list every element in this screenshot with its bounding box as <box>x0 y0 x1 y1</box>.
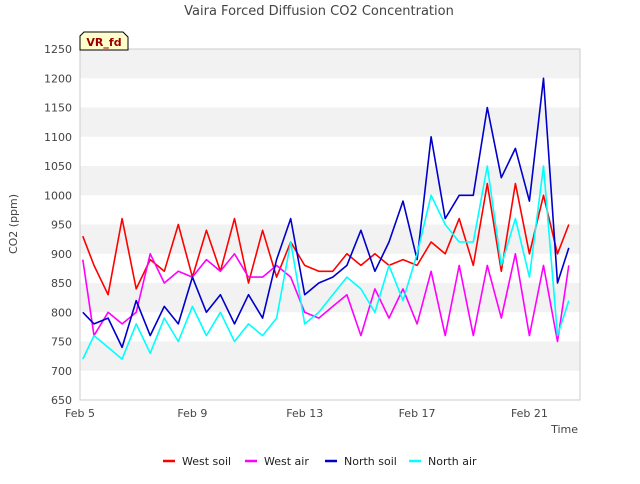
x-tick-label: Feb 17 <box>399 407 436 420</box>
x-tick-label: Feb 9 <box>177 407 207 420</box>
legend-label: North soil <box>344 455 397 468</box>
series-line-west-air <box>82 253 570 343</box>
y-tick-labels: 650 700 750 800 850 900 950 1000 1050 1100 1150 120… <box>44 43 72 407</box>
series-line-west-soil <box>82 182 570 296</box>
legend-label: West air <box>264 455 309 468</box>
y-tick-label: 1150 <box>44 102 72 115</box>
y-tick-label: 800 <box>51 306 72 319</box>
y-tick-label: 950 <box>51 219 72 232</box>
x-axis-label: Time <box>550 423 578 436</box>
chart-title: Vaira Forced Diffusion CO2 Concentration <box>184 4 454 19</box>
y-tick-label: 1100 <box>44 131 72 144</box>
x-tick-labels: Feb 5 Feb 9 Feb 13 Feb 17 Feb 21 <box>65 407 548 420</box>
grid-band <box>80 107 580 137</box>
x-tick-label: Feb 21 <box>511 407 548 420</box>
legend-label: West soil <box>182 455 231 468</box>
y-tick-label: 1250 <box>44 43 72 56</box>
series-lines <box>82 77 570 360</box>
badge-label: VR_fd <box>86 36 121 49</box>
grid-band <box>80 166 580 196</box>
grid-band <box>80 312 580 342</box>
grid-band <box>80 136 580 166</box>
grid-bands <box>80 49 580 400</box>
grid-band <box>80 370 580 400</box>
grid-band <box>80 78 580 108</box>
grid-band <box>80 49 580 79</box>
y-tick-label: 1200 <box>44 72 72 85</box>
y-tick-label: 900 <box>51 248 72 261</box>
legend-label: North air <box>428 455 477 468</box>
series-line-north-soil <box>82 77 570 349</box>
series-line-north-air <box>82 165 570 360</box>
grid-band <box>80 195 580 225</box>
plot-frame <box>79 48 581 401</box>
legend: West soil West air North soil North air <box>163 455 477 468</box>
y-tick-label: 750 <box>51 336 72 349</box>
y-tick-label: 850 <box>51 277 72 290</box>
y-tick-label: 700 <box>51 365 72 378</box>
grid-band <box>80 341 580 371</box>
badge: VR_fd <box>79 31 129 51</box>
badge-shape <box>79 31 129 51</box>
y-tick-label: 1000 <box>44 189 72 202</box>
x-tick-label: Feb 5 <box>65 407 95 420</box>
y-tick-label: 650 <box>51 394 72 407</box>
y-axis-label: CO2 (ppm) <box>7 194 20 254</box>
y-tick-label: 1050 <box>44 160 72 173</box>
x-tick-label: Feb 13 <box>286 407 323 420</box>
